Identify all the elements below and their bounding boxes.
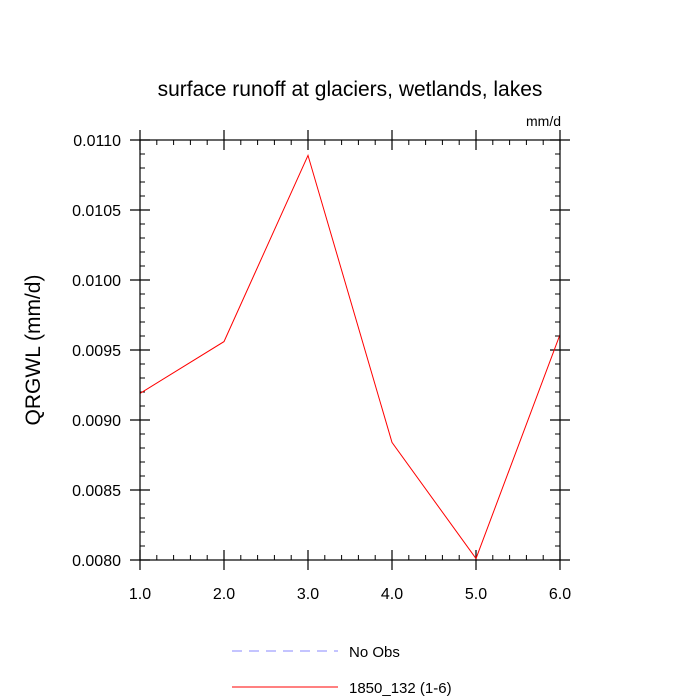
legend: No Obs 1850_132 (1-6) [232, 644, 452, 697]
series-lines [139, 153, 561, 560]
x-tick-label: 6.0 [549, 586, 571, 603]
x-tick-label: 5.0 [465, 586, 487, 603]
x-tick-label: 1.0 [129, 586, 151, 603]
x-tick-label: 4.0 [381, 586, 403, 603]
minor-ticks [140, 140, 560, 560]
y-tick-label: 0.0100 [72, 273, 121, 290]
legend-label: No Obs [349, 644, 400, 661]
tick-labels: 1.0 2.0 3.0 4.0 5.0 6.0 0.0080 0.0085 0.0090 0.00… [72, 133, 571, 603]
y-tick-label: 0.0105 [72, 203, 121, 220]
legend-label: 1850_132 (1-6) [349, 680, 452, 697]
y-tick-label: 0.0110 [73, 133, 121, 150]
x-tick-label: 2.0 [213, 586, 235, 603]
chart-title: surface runoff at glaciers, wetlands, la… [158, 78, 543, 101]
y-tick-label: 0.0080 [72, 553, 121, 570]
y-tick-label: 0.0085 [72, 483, 121, 500]
x-tick-label: 3.0 [297, 586, 319, 603]
y-tick-label: 0.0095 [72, 343, 121, 360]
plot-frame [139, 139, 561, 561]
y-axis-label: QRGWL (mm/d) [22, 275, 45, 426]
units-label: mm/d [526, 113, 561, 129]
y-tick-label: 0.0090 [72, 413, 121, 430]
major-ticks [130, 130, 570, 570]
series-line [139, 153, 561, 560]
